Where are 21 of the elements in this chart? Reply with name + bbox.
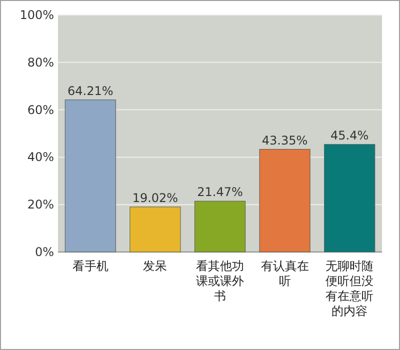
y-tick-label: 20% bbox=[27, 198, 54, 212]
data-label: 21.47% bbox=[197, 185, 243, 200]
data-label: 45.4% bbox=[330, 128, 369, 142]
y-tick-label: 40% bbox=[27, 150, 54, 164]
x-tick-label: 看手机 bbox=[72, 259, 108, 273]
x-tick-label: 无聊时随便听但没有在意听的内容 bbox=[326, 259, 374, 318]
y-tick-label: 80% bbox=[27, 55, 54, 70]
bar bbox=[259, 149, 310, 252]
x-tick-label: 发呆 bbox=[143, 259, 168, 273]
data-label: 19.02% bbox=[132, 190, 178, 205]
y-tick-label: 0% bbox=[34, 245, 54, 259]
data-label: 64.21% bbox=[68, 84, 114, 98]
x-tick-label: 看其他功课或课外书 bbox=[196, 259, 244, 303]
bar bbox=[130, 206, 181, 252]
bar bbox=[64, 100, 116, 252]
bar bbox=[324, 144, 376, 252]
y-tick-label: 60% bbox=[27, 102, 54, 117]
x-tick-label: 有认真在听 bbox=[260, 259, 309, 288]
data-label: 43.35% bbox=[262, 133, 308, 148]
bar bbox=[194, 200, 246, 252]
y-tick-label: 100% bbox=[20, 8, 54, 22]
